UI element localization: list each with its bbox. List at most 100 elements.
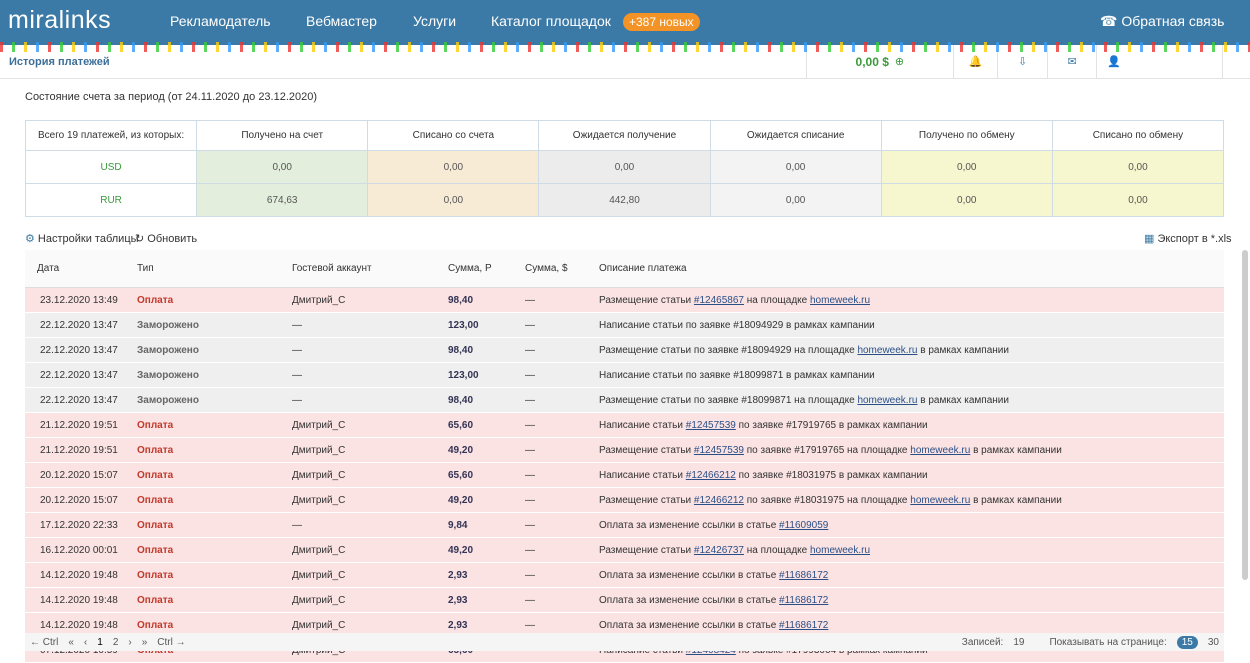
description-text: по заявке #17919765 в рамках кампании — [739, 420, 928, 431]
sum-usd: — — [513, 588, 591, 613]
description-link[interactable]: homeweek.ru — [810, 545, 870, 556]
description-link[interactable]: #11686172 — [779, 570, 828, 581]
page-link[interactable]: ← Ctrl — [30, 637, 58, 648]
description-text: Размещение статьи по заявке #18094929 на… — [599, 345, 855, 356]
description-link[interactable]: #11686172 — [779, 620, 828, 631]
description-link[interactable]: #11686172 — [779, 595, 828, 606]
page-link[interactable]: 1 — [97, 637, 103, 648]
currency: RUR — [26, 184, 197, 217]
description-text: в рамках кампании — [973, 445, 1062, 456]
sum-rub: 49,20 — [436, 488, 513, 513]
description-link[interactable]: homeweek.ru — [910, 495, 970, 506]
nav-link[interactable]: Вебмастер — [306, 13, 377, 29]
description-link[interactable]: #12466212 — [686, 470, 736, 481]
description: Оплата за изменение ссылки в статье #116… — [591, 513, 1224, 538]
table-settings[interactable]: ⚙ Настройки таблицы — [25, 232, 139, 245]
column-head: Сумма, Р — [436, 250, 513, 288]
page-link[interactable]: › — [128, 637, 131, 648]
description-link[interactable]: #12457539 — [694, 445, 744, 456]
column-head[interactable]: Дата — [25, 250, 125, 288]
add-icon: ⊕ — [895, 55, 904, 68]
amount: 0,00 — [1052, 184, 1223, 217]
type: Заморожено — [125, 313, 280, 338]
summary-table: Всего 19 платежей, из которых:Получено н… — [25, 120, 1224, 217]
new-badge[interactable]: +387 новых — [623, 13, 700, 31]
page-title: История платежей — [9, 56, 110, 68]
description-text: по заявке #17919765 на площадке — [747, 445, 908, 456]
description: Размещение статьи по заявке #18099871 на… — [591, 388, 1224, 413]
nav-link[interactable]: Услуги — [413, 13, 456, 29]
date: 22.12.2020 13:47 — [25, 363, 125, 388]
date: 21.12.2020 19:51 — [25, 438, 125, 463]
date: 20.12.2020 15:07 — [25, 463, 125, 488]
date: 22.12.2020 13:47 — [25, 338, 125, 363]
guest: Дмитрий_С — [280, 438, 436, 463]
description-link[interactable]: #11609059 — [779, 520, 828, 531]
type: Оплата — [125, 413, 280, 438]
page-link[interactable]: Ctrl → — [157, 637, 185, 648]
description-text: Размещение статьи — [599, 495, 691, 506]
description-text: в рамках кампании — [920, 345, 1009, 356]
refresh-icon: ↻ — [135, 233, 147, 245]
description-link[interactable]: #12457539 — [686, 420, 736, 431]
date: 14.12.2020 19:48 — [25, 588, 125, 613]
description-link[interactable]: #12426737 — [694, 545, 744, 556]
payment-row: 20.12.2020 15:07ОплатаДмитрий_С65,60—Нап… — [25, 463, 1224, 488]
description: Оплата за изменение ссылки в статье #116… — [591, 588, 1224, 613]
column-head[interactable]: Гостевой аккаунт — [280, 250, 436, 288]
sum-usd: — — [513, 363, 591, 388]
scrollbar[interactable] — [1242, 250, 1248, 580]
description-link[interactable]: homeweek.ru — [910, 445, 970, 456]
sum-rub: 98,40 — [436, 338, 513, 363]
amount: 0,00 — [539, 151, 710, 184]
sum-usd: — — [513, 538, 591, 563]
description-link[interactable]: homeweek.ru — [857, 395, 917, 406]
payment-row: 21.12.2020 19:51ОплатаДмитрий_С65,60—Нап… — [25, 413, 1224, 438]
refresh[interactable]: ↻ Обновить — [135, 232, 197, 245]
description: Оплата за изменение ссылки в статье #116… — [591, 563, 1224, 588]
sum-usd: — — [513, 338, 591, 363]
sum-rub: 98,40 — [436, 388, 513, 413]
page-link[interactable]: « — [68, 637, 74, 648]
sum-usd: — — [513, 463, 591, 488]
description-link[interactable]: #12465867 — [694, 295, 744, 306]
column-head[interactable]: Тип — [125, 250, 280, 288]
page-link[interactable]: 2 — [113, 637, 119, 648]
per-page-label: Показывать на странице: — [1049, 637, 1166, 648]
payment-row: 20.12.2020 15:07ОплатаДмитрий_С49,20—Раз… — [25, 488, 1224, 513]
payment-row: 22.12.2020 13:47Заморожено—98,40—Размеще… — [25, 388, 1224, 413]
summary-head-cell: Всего 19 платежей, из которых: — [26, 121, 197, 151]
amount: 0,00 — [368, 184, 539, 217]
amount: 674,63 — [197, 184, 368, 217]
type: Оплата — [125, 463, 280, 488]
description-link[interactable]: homeweek.ru — [810, 295, 870, 306]
amount: 0,00 — [197, 151, 368, 184]
description: Размещение статьи #12426737 на площадке … — [591, 538, 1224, 563]
description-link[interactable]: #12466212 — [694, 495, 744, 506]
payment-row: 17.12.2020 22:33Оплата—9,84—Оплата за из… — [25, 513, 1224, 538]
description-text: Написание статьи — [599, 470, 683, 481]
description-link[interactable]: homeweek.ru — [857, 345, 917, 356]
page-link[interactable]: ‹ — [84, 637, 87, 648]
guest: Дмитрий_С — [280, 588, 436, 613]
date: 21.12.2020 19:51 — [25, 413, 125, 438]
per-page[interactable]: 30 — [1208, 637, 1219, 648]
nav-link[interactable]: Каталог площадок — [491, 13, 611, 29]
feedback-link[interactable]: ☎ Обратная связь — [1100, 13, 1224, 30]
summary-row: RUR674,630,00442,800,000,000,00 — [26, 184, 1224, 217]
description-text: Оплата за изменение ссылки в статье — [599, 620, 776, 631]
guest: — — [280, 363, 436, 388]
export[interactable]: ▦ Экспорт в *.xls — [1144, 232, 1232, 245]
sum-rub: 9,84 — [436, 513, 513, 538]
page-link[interactable]: » — [142, 637, 148, 648]
payments-table: ДатаТипГостевой аккаунтСумма, РСумма, $О… — [25, 250, 1224, 663]
per-page[interactable]: 15 — [1177, 636, 1198, 649]
amount: 0,00 — [710, 151, 881, 184]
description: Написание статьи по заявке #18094929 в р… — [591, 313, 1224, 338]
description-text: по заявке #18031975 на площадке — [747, 495, 908, 506]
nav-link[interactable]: Рекламодатель — [170, 13, 271, 29]
logo[interactable]: miralinks — [8, 6, 111, 35]
sum-rub: 123,00 — [436, 313, 513, 338]
payment-row: 14.12.2020 19:48ОплатаДмитрий_С2,93—Опла… — [25, 563, 1224, 588]
